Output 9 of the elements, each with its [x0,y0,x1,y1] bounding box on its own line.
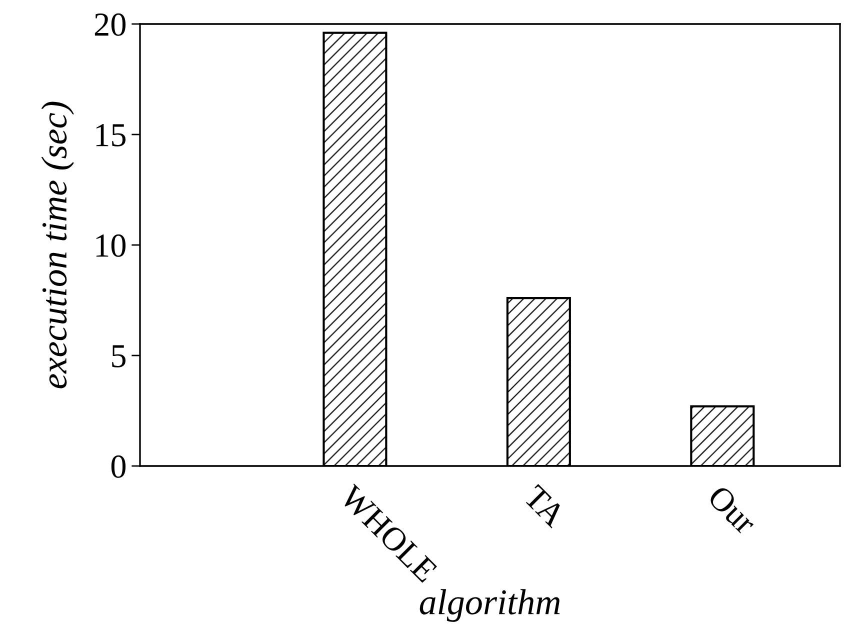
y-tick-label: 5 [112,345,126,368]
y-tick-label: 10 [96,234,126,257]
y-tick-label: 20 [94,13,126,36]
y-tick-label: 15 [96,124,126,146]
y-axis-title: execution time (sec) [41,102,74,388]
x-tick-label: TA [522,484,568,528]
x-axis-title: algorithm [420,589,560,622]
y-tick-label: 0 [111,455,126,478]
x-tick-label: Our [706,484,758,536]
